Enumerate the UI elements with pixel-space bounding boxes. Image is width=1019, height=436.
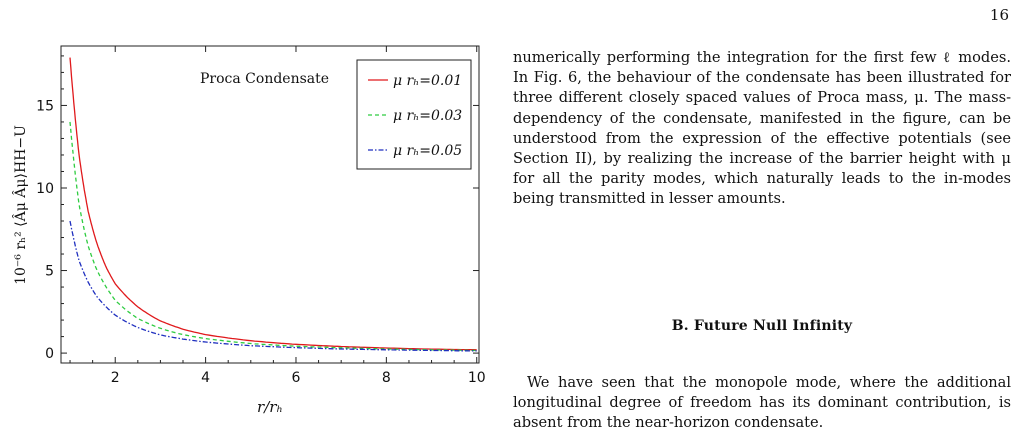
x-tick-label-0: 2 [111, 370, 120, 386]
legend-label-2: μ rₕ=0.05 [393, 143, 462, 159]
section-heading: B. Future Null Infinity [671, 318, 853, 334]
x-tick-label-2: 6 [292, 370, 301, 386]
figure-proca-condensate: 2 4 6 8 10 0 5 10 15 μ rₕ=0.01 μ rₕ=0.03 μ rₕ=0.05… [0, 0, 490, 436]
y-tick-label-2: 10 [36, 181, 54, 197]
body-text-column: numerically performing the integration f… [513, 48, 1011, 210]
chart-annotation: Proca Condensate [200, 71, 329, 87]
y-tick-label-3: 15 [36, 98, 54, 114]
x-tick-label-3: 8 [382, 370, 391, 386]
series-line-1 [69, 121, 477, 352]
paragraph-1: numerically performing the integration f… [513, 49, 1011, 208]
x-tick-label-4: 10 [468, 370, 486, 386]
x-tick-label-1: 4 [201, 370, 210, 386]
paragraph-2: We have seen that the monopole mode, whe… [513, 374, 1011, 432]
series-line-2 [69, 220, 477, 352]
y-tick-label-1: 5 [45, 264, 54, 280]
series-line-0 [69, 57, 477, 351]
page-number: 16 [989, 6, 1009, 24]
legend-label-1: μ rₕ=0.03 [393, 108, 462, 124]
y-tick-label-0: 0 [45, 346, 54, 362]
y-axis-label: 10⁻⁶ rₕ² ⟨Âμ Âμ⟩HH−U [11, 125, 29, 285]
chart-svg: 2 4 6 8 10 0 5 10 15 μ rₕ=0.01 μ rₕ=0.03 μ rₕ=0.05… [11, 45, 486, 416]
legend-label-0: μ rₕ=0.01 [393, 73, 462, 89]
x-axis-label: r/rₕ [257, 398, 283, 416]
